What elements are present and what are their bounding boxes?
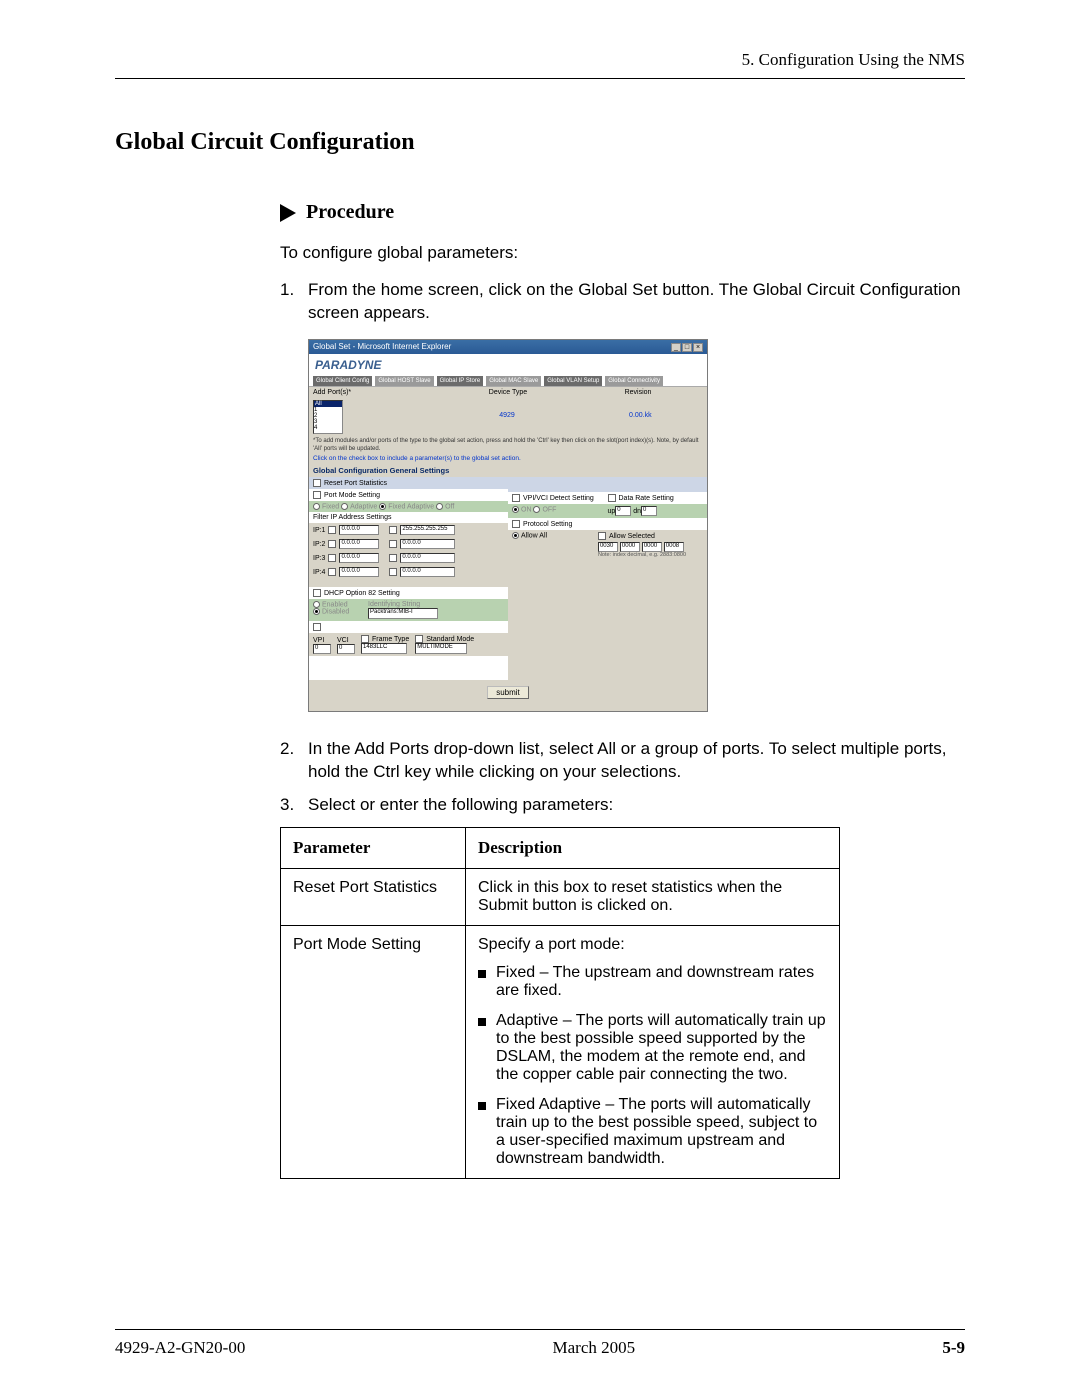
add-ports-listbox[interactable]: All 1 2 3 4: [313, 400, 343, 434]
bullet-item: Fixed – The upstream and downstream rate…: [478, 964, 827, 1000]
tab[interactable]: Global Client Config: [313, 376, 372, 387]
step-number: 2.: [280, 738, 308, 784]
footer-rule: [115, 1329, 965, 1330]
vpi-check[interactable]: [309, 621, 508, 633]
filter-ip-header: Filter IP Address Settings: [309, 512, 508, 523]
section-title: Global Circuit Configuration: [115, 129, 965, 156]
paradyne-logo: PARADYNE: [309, 354, 707, 376]
desc-intro: Specify a port mode:: [478, 936, 827, 954]
step-number: 3.: [280, 794, 308, 817]
tab[interactable]: Global HOST Slave: [375, 376, 433, 387]
hint-text: *To add modules and/or ports of the type…: [309, 436, 707, 454]
dhcp-row[interactable]: DHCP Option 82 Setting: [309, 587, 508, 599]
doc-date: March 2005: [553, 1338, 636, 1358]
tab[interactable]: Global IP Store: [437, 376, 484, 387]
desc-cell: Click in this box to reset statistics wh…: [466, 868, 840, 925]
reset-stats-row[interactable]: Reset Port Statistics: [309, 477, 508, 489]
procedure-intro: To configure global parameters:: [280, 242, 965, 265]
step-2: 2. In the Add Ports drop-down list, sele…: [280, 738, 965, 784]
column-headers: Add Port(s)* Device Type Revision: [309, 387, 707, 398]
ip-row-1[interactable]: IP:10.0.0.0 255.255.255.255: [309, 523, 508, 537]
general-settings-header: Global Configuration General Settings: [309, 464, 707, 477]
ip-row-3[interactable]: IP:30.0.0.0 0.0.0.0: [309, 551, 508, 565]
port-mode-options[interactable]: Fixed Adaptive Fixed Adaptive Off: [309, 501, 508, 512]
hint-text-2: Click on the check box to include a para…: [309, 455, 707, 464]
square-bullet-icon: [478, 970, 486, 978]
bullet-item: Fixed Adaptive – The ports will automati…: [478, 1096, 827, 1168]
desc-cell: Specify a port mode: Fixed – The upstrea…: [466, 925, 840, 1178]
doc-id: 4929-A2-GN20-00: [115, 1338, 245, 1358]
square-bullet-icon: [478, 1018, 486, 1026]
ip-row-4[interactable]: IP:40.0.0.0 0.0.0.0: [309, 565, 508, 579]
step-text: From the home screen, click on the Globa…: [308, 279, 965, 325]
square-bullet-icon: [478, 1102, 486, 1110]
vpi-vci-row[interactable]: VPI0 VCI0 Frame Type1483LLC Standard Mod…: [309, 633, 508, 656]
step-number: 1.: [280, 279, 308, 325]
tab[interactable]: Global MAC Slave: [486, 376, 541, 387]
revision-value: 0.00.kk: [574, 398, 707, 436]
submit-button[interactable]: submit: [487, 686, 529, 699]
procedure-label: Procedure: [306, 201, 394, 224]
device-type-value: 4929: [440, 398, 573, 436]
window-title: Global Set - Microsoft Internet Explorer: [313, 342, 451, 351]
tab[interactable]: Global Connectivity: [605, 376, 663, 387]
triangle-icon: [280, 204, 296, 222]
step-3: 3. Select or enter the following paramet…: [280, 794, 965, 817]
tab[interactable]: Global VLAN Setup: [544, 376, 602, 387]
table-header-description: Description: [466, 827, 840, 868]
protocol-options[interactable]: Allow All Allow Selected 0030 0000 0000 …: [508, 530, 707, 560]
port-mode-row[interactable]: Port Mode Setting: [309, 489, 508, 501]
window-buttons: _□×: [670, 342, 703, 352]
page-footer: 4929-A2-GN20-00 March 2005 5-9: [115, 1329, 965, 1358]
page-header: 5. Configuration Using the NMS: [115, 50, 965, 70]
window-titlebar: Global Set - Microsoft Internet Explorer…: [309, 340, 707, 354]
bullet-item: Adaptive – The ports will automatically …: [478, 1012, 827, 1084]
embedded-screenshot: Global Set - Microsoft Internet Explorer…: [308, 339, 708, 712]
step-text: In the Add Ports drop-down list, select …: [308, 738, 965, 784]
step-text: Select or enter the following parameters…: [308, 794, 965, 817]
param-cell: Reset Port Statistics: [281, 868, 466, 925]
dhcp-options[interactable]: Enabled Disabled Identifying String Pack…: [309, 599, 508, 621]
step-1: 1. From the home screen, click on the Gl…: [280, 279, 965, 325]
header-rule: [115, 78, 965, 79]
table-header-parameter: Parameter: [281, 827, 466, 868]
procedure-header: Procedure: [280, 201, 965, 224]
param-cell: Port Mode Setting: [281, 925, 466, 1178]
page-number: 5-9: [942, 1338, 965, 1358]
parameter-table: Parameter Description Reset Port Statist…: [280, 827, 840, 1179]
nav-tabs: Global Client Config Global HOST Slave G…: [309, 376, 707, 387]
ip-row-2[interactable]: IP:20.0.0.0 0.0.0.0: [309, 537, 508, 551]
